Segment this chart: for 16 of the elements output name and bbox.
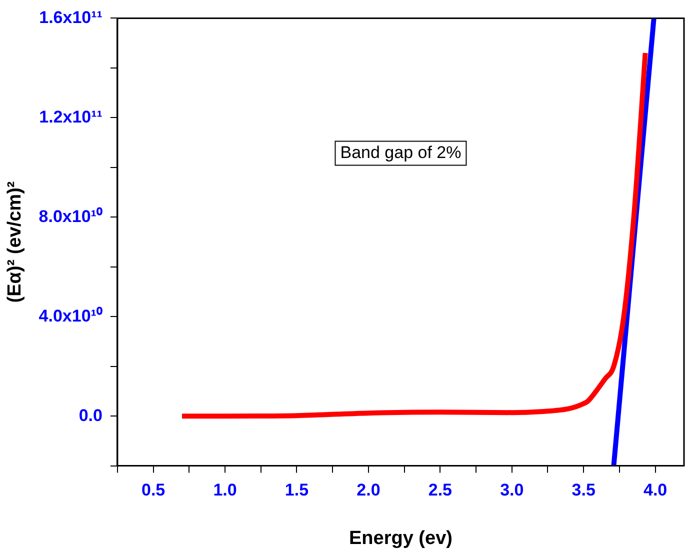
x-axis-title: Energy (ev) [348,528,452,549]
x-tick-label: 4.0 [643,480,668,500]
x-tick-label: 3.0 [500,480,524,500]
x-tick-label: 0.5 [141,480,166,500]
y-tick-label: 4.0x10¹⁰ [38,306,102,326]
y-tick-label: 1.6x10¹¹ [39,8,103,27]
y-tick-label: 0.0 [78,406,102,425]
y-tick-label: 1.2x10¹¹ [39,107,103,126]
x-tick-label: 2.0 [356,480,380,500]
y-tick-label: 8.0x10¹⁰ [38,206,102,226]
x-tick-label: 1.0 [213,480,237,500]
x-tick-label: 2.5 [428,480,452,500]
x-tick-label: 3.5 [572,480,596,500]
y-axis-title: (Eα)² (ev/cm)² [4,181,26,303]
annotation: Band gap of 2% [340,142,462,162]
x-tick-label: 1.5 [284,480,309,500]
